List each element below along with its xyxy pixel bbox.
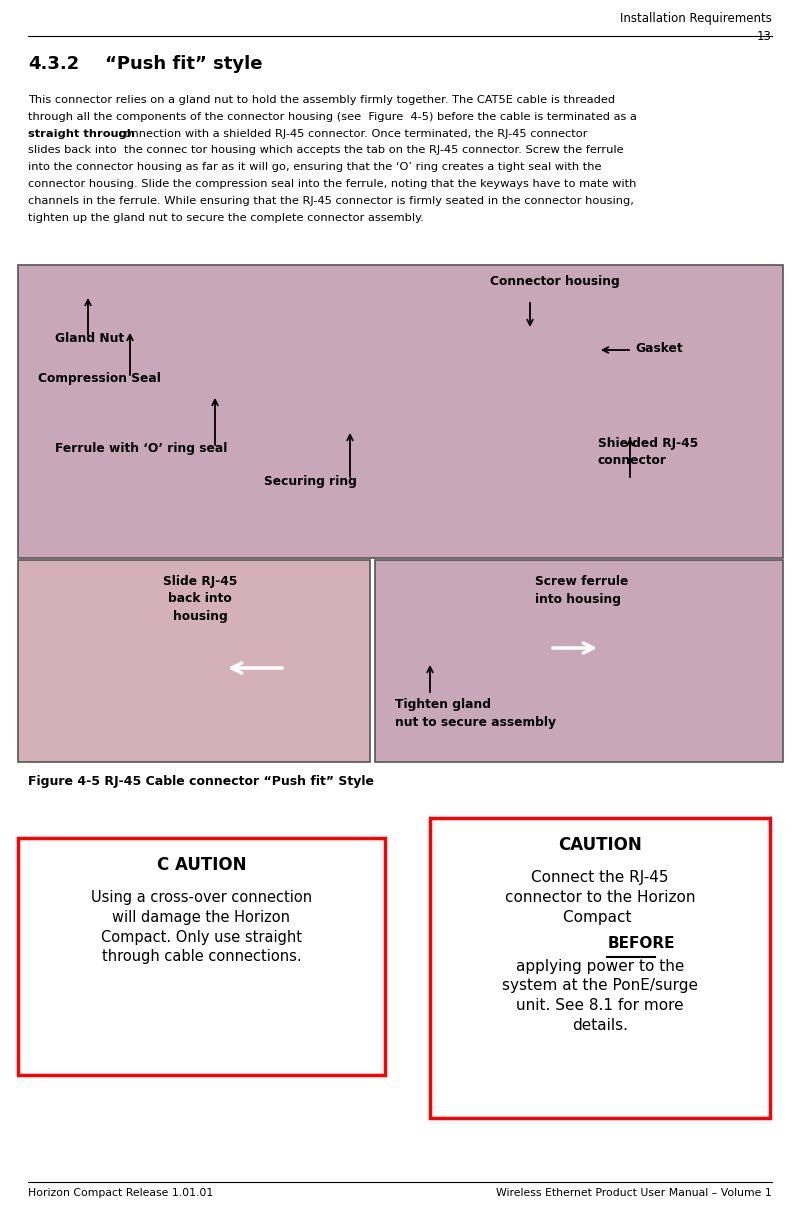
Bar [375, 560, 783, 762]
Text: Slide RJ-45: Slide RJ-45 [163, 575, 237, 588]
Text: Connector housing: Connector housing [490, 276, 620, 288]
Text: Tighten gland: Tighten gland [395, 698, 491, 711]
Text: connector: connector [598, 454, 667, 467]
Text: nut to secure assembly: nut to secure assembly [395, 715, 556, 728]
Bar [18, 560, 370, 762]
Text: Wireless Ethernet Product User Manual – Volume 1: Wireless Ethernet Product User Manual – … [496, 1189, 772, 1198]
Text: Using a cross-over connection
will damage the Horizon
Compact. Only use straight: Using a cross-over connection will damag… [91, 890, 312, 964]
Text: channels in the ferrule. While ensuring that the RJ-45 connector is firmly seate: channels in the ferrule. While ensuring … [28, 195, 634, 206]
Text: “Push fit” style: “Push fit” style [105, 55, 262, 73]
Bar [18, 265, 783, 558]
Text: back into: back into [168, 592, 232, 606]
Text: Connect the RJ-45
connector to the Horizon
Compact: Connect the RJ-45 connector to the Horiz… [505, 870, 695, 925]
Text: This connector relies on a gland nut to hold the assembly firmly together. The C: This connector relies on a gland nut to … [28, 95, 615, 104]
Text: C AUTION: C AUTION [157, 856, 246, 874]
Text: Gasket: Gasket [635, 341, 682, 354]
Bar [430, 818, 770, 1118]
Text: into housing: into housing [535, 592, 621, 606]
Text: Securing ring: Securing ring [263, 475, 357, 488]
Bar [18, 838, 385, 1076]
Text: Screw ferrule: Screw ferrule [535, 575, 628, 588]
Text: 13: 13 [757, 30, 772, 42]
Text: Installation Requirements: Installation Requirements [620, 12, 772, 25]
Text: 4.3.2: 4.3.2 [28, 55, 79, 73]
Text: slides back into  the connec tor housing which accepts the tab on the RJ-45 conn: slides back into the connec tor housing … [28, 146, 624, 155]
Text: into the connector housing as far as it will go, ensuring that the ‘O’ ring crea: into the connector housing as far as it … [28, 163, 602, 172]
Text: Compression Seal: Compression Seal [38, 371, 161, 385]
Text: Shielded RJ-45: Shielded RJ-45 [598, 437, 698, 450]
Text: Horizon Compact Release 1.01.01: Horizon Compact Release 1.01.01 [28, 1189, 214, 1198]
Text: Figure 4-5 RJ-45 Cable connector “Push fit” Style: Figure 4-5 RJ-45 Cable connector “Push f… [28, 775, 374, 788]
Text: housing: housing [173, 609, 227, 623]
Text: Gland Nut: Gland Nut [55, 331, 124, 345]
Text: Ferrule with ‘O’ ring seal: Ferrule with ‘O’ ring seal [55, 442, 227, 455]
Text: through all the components of the connector housing (see  Figure  4-5) before th: through all the components of the connec… [28, 112, 637, 121]
Text: straight through: straight through [28, 129, 135, 138]
Text: applying power to the
system at the PonE/surge
unit. See 8.1 for more
details.: applying power to the system at the PonE… [502, 959, 698, 1033]
Text: CAUTION: CAUTION [558, 836, 642, 853]
Text: connection with a shielded RJ-45 connector. Once terminated, the RJ-45 connector: connection with a shielded RJ-45 connect… [111, 129, 587, 138]
Text: connector housing. Slide the compression seal into the ferrule, noting tha​t the: connector housing. Slide the compression… [28, 178, 636, 189]
Text: tighten up the gland nut to secure the complete connector assembly.: tighten up the gland nut to secure the c… [28, 212, 424, 222]
Text: BEFORE: BEFORE [608, 936, 675, 951]
